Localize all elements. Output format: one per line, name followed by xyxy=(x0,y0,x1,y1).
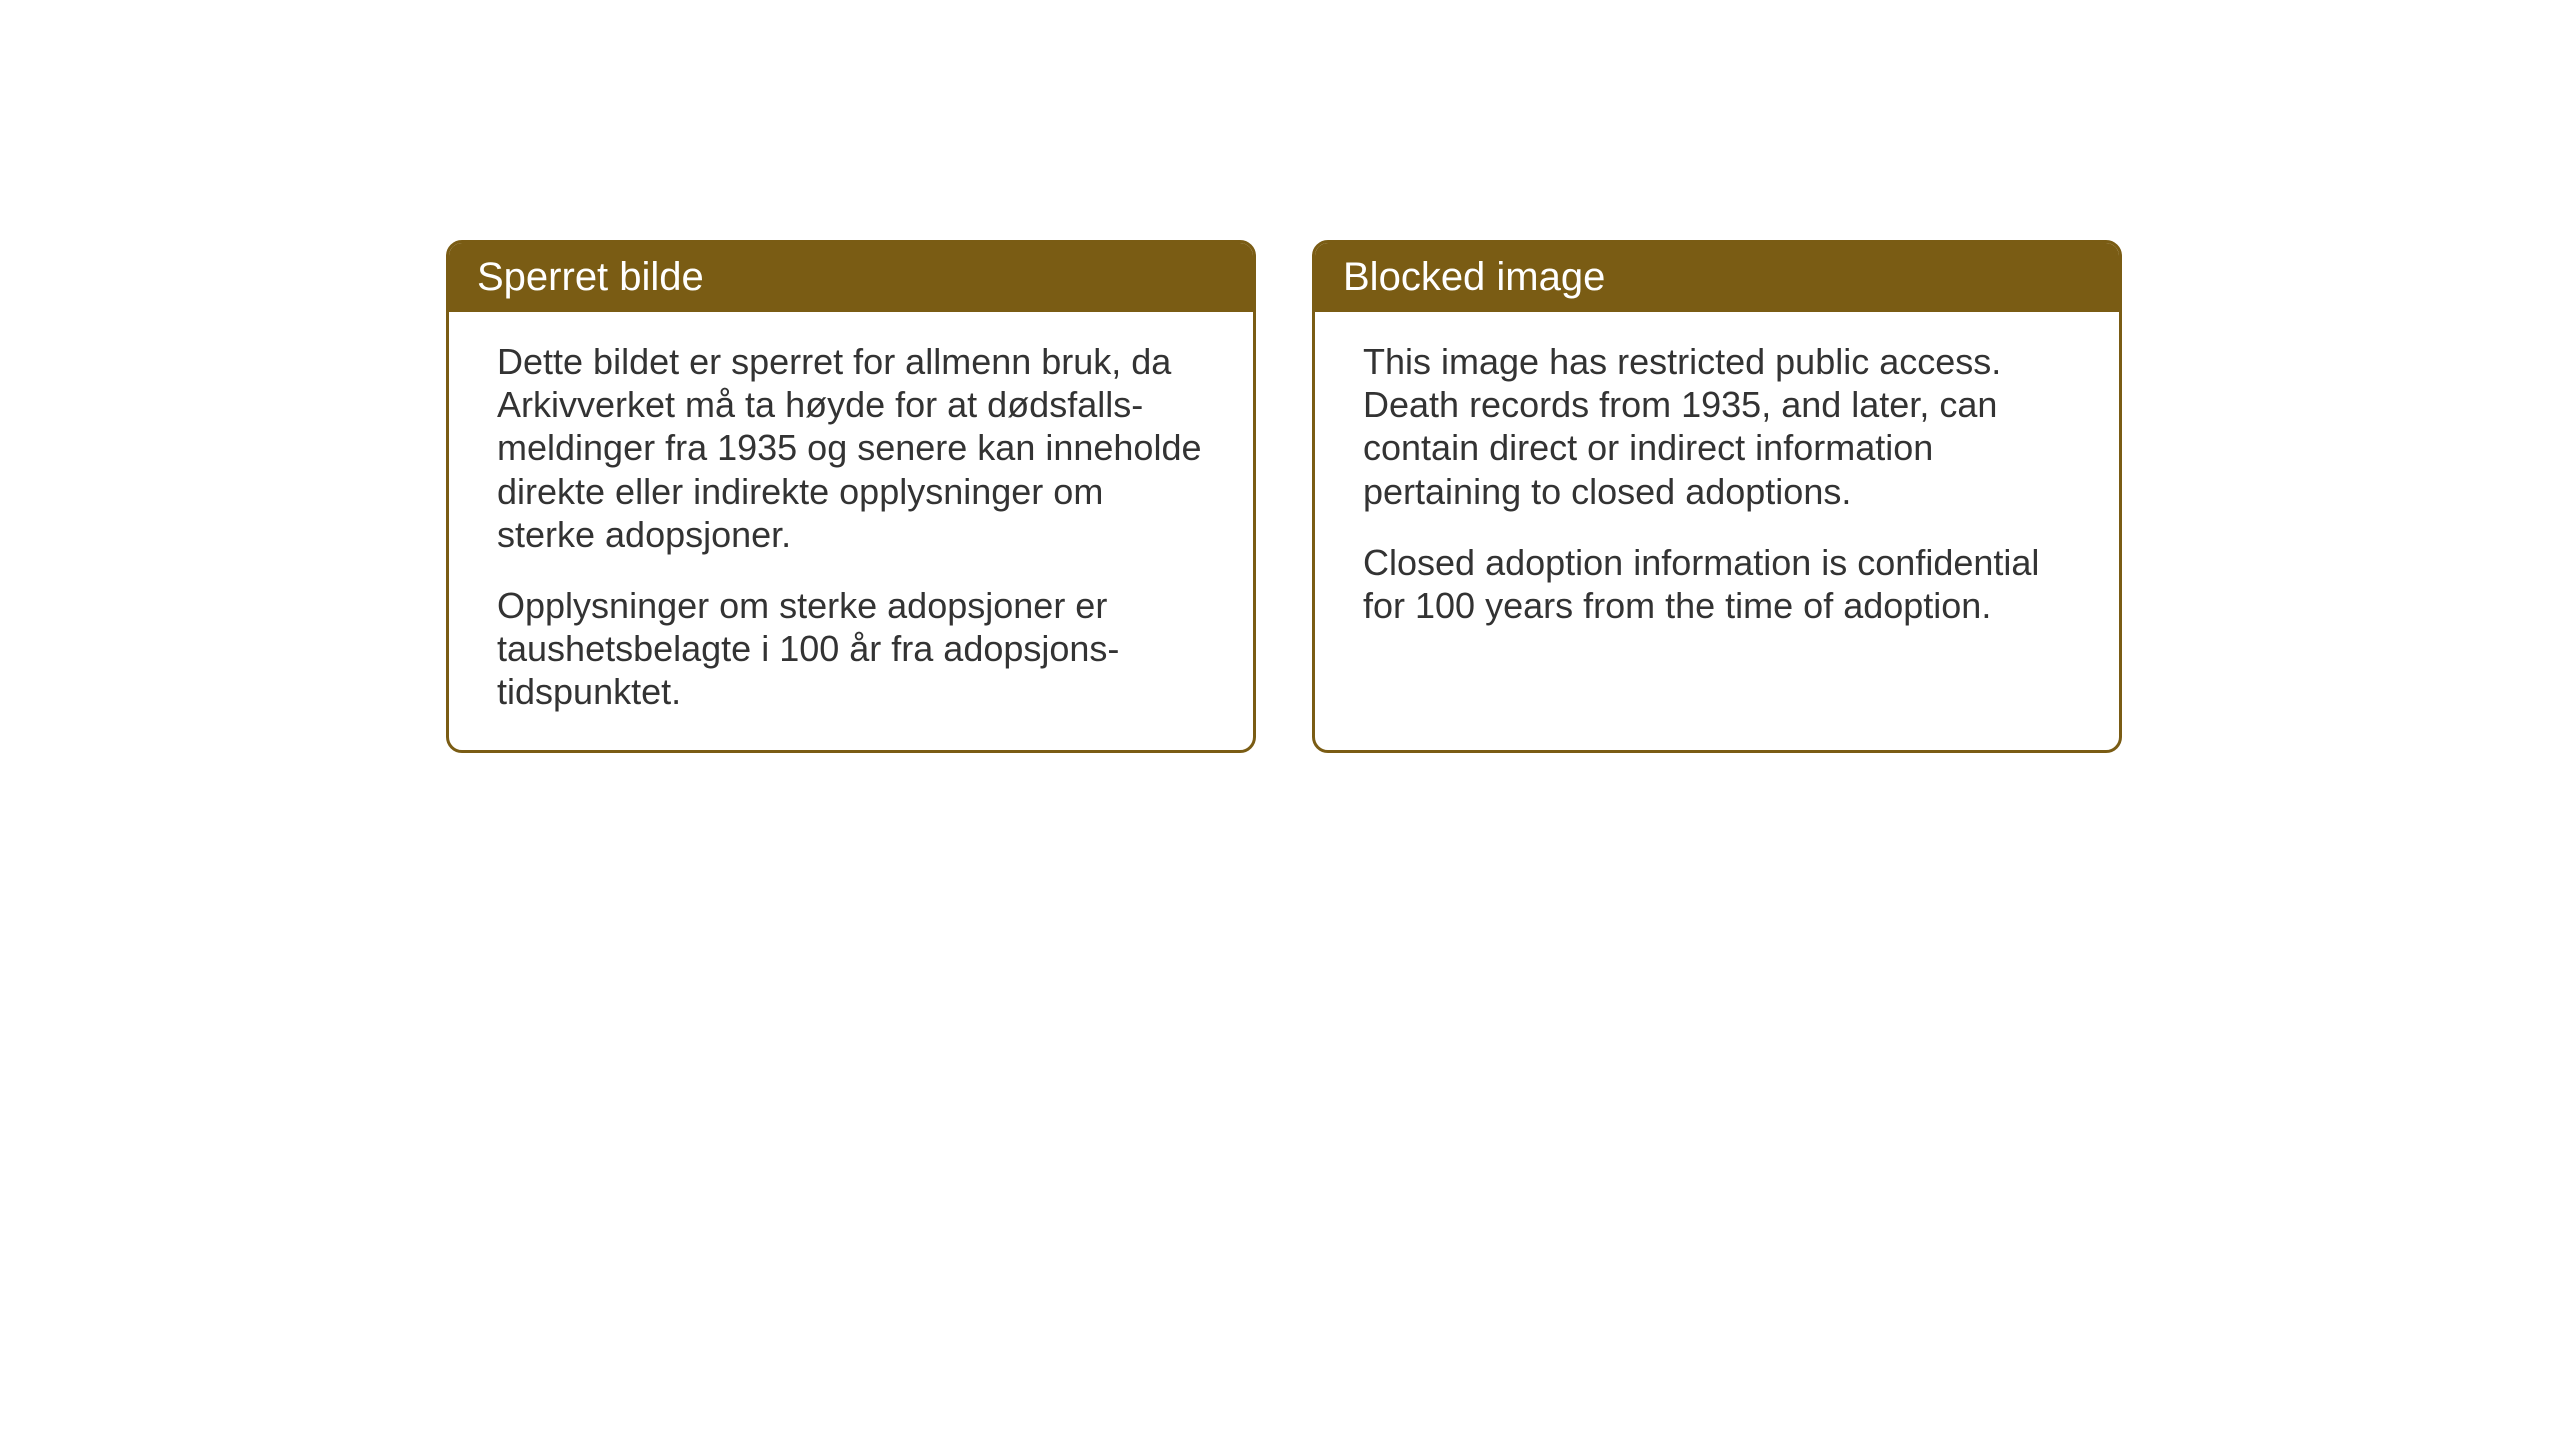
card-body-norwegian: Dette bildet er sperret for allmenn bruk… xyxy=(449,312,1253,750)
card-norwegian: Sperret bilde Dette bildet er sperret fo… xyxy=(446,240,1256,753)
card-paragraph-2-norwegian: Opplysninger om sterke adopsjoner er tau… xyxy=(497,584,1205,714)
card-title-english: Blocked image xyxy=(1343,255,1605,299)
card-paragraph-1-norwegian: Dette bildet er sperret for allmenn bruk… xyxy=(497,340,1205,556)
card-header-english: Blocked image xyxy=(1315,243,2119,312)
cards-container: Sperret bilde Dette bildet er sperret fo… xyxy=(446,240,2122,753)
card-paragraph-1-english: This image has restricted public access.… xyxy=(1363,340,2071,513)
card-header-norwegian: Sperret bilde xyxy=(449,243,1253,312)
card-paragraph-2-english: Closed adoption information is confident… xyxy=(1363,541,2071,627)
card-body-english: This image has restricted public access.… xyxy=(1315,312,2119,663)
card-english: Blocked image This image has restricted … xyxy=(1312,240,2122,753)
card-title-norwegian: Sperret bilde xyxy=(477,255,704,299)
